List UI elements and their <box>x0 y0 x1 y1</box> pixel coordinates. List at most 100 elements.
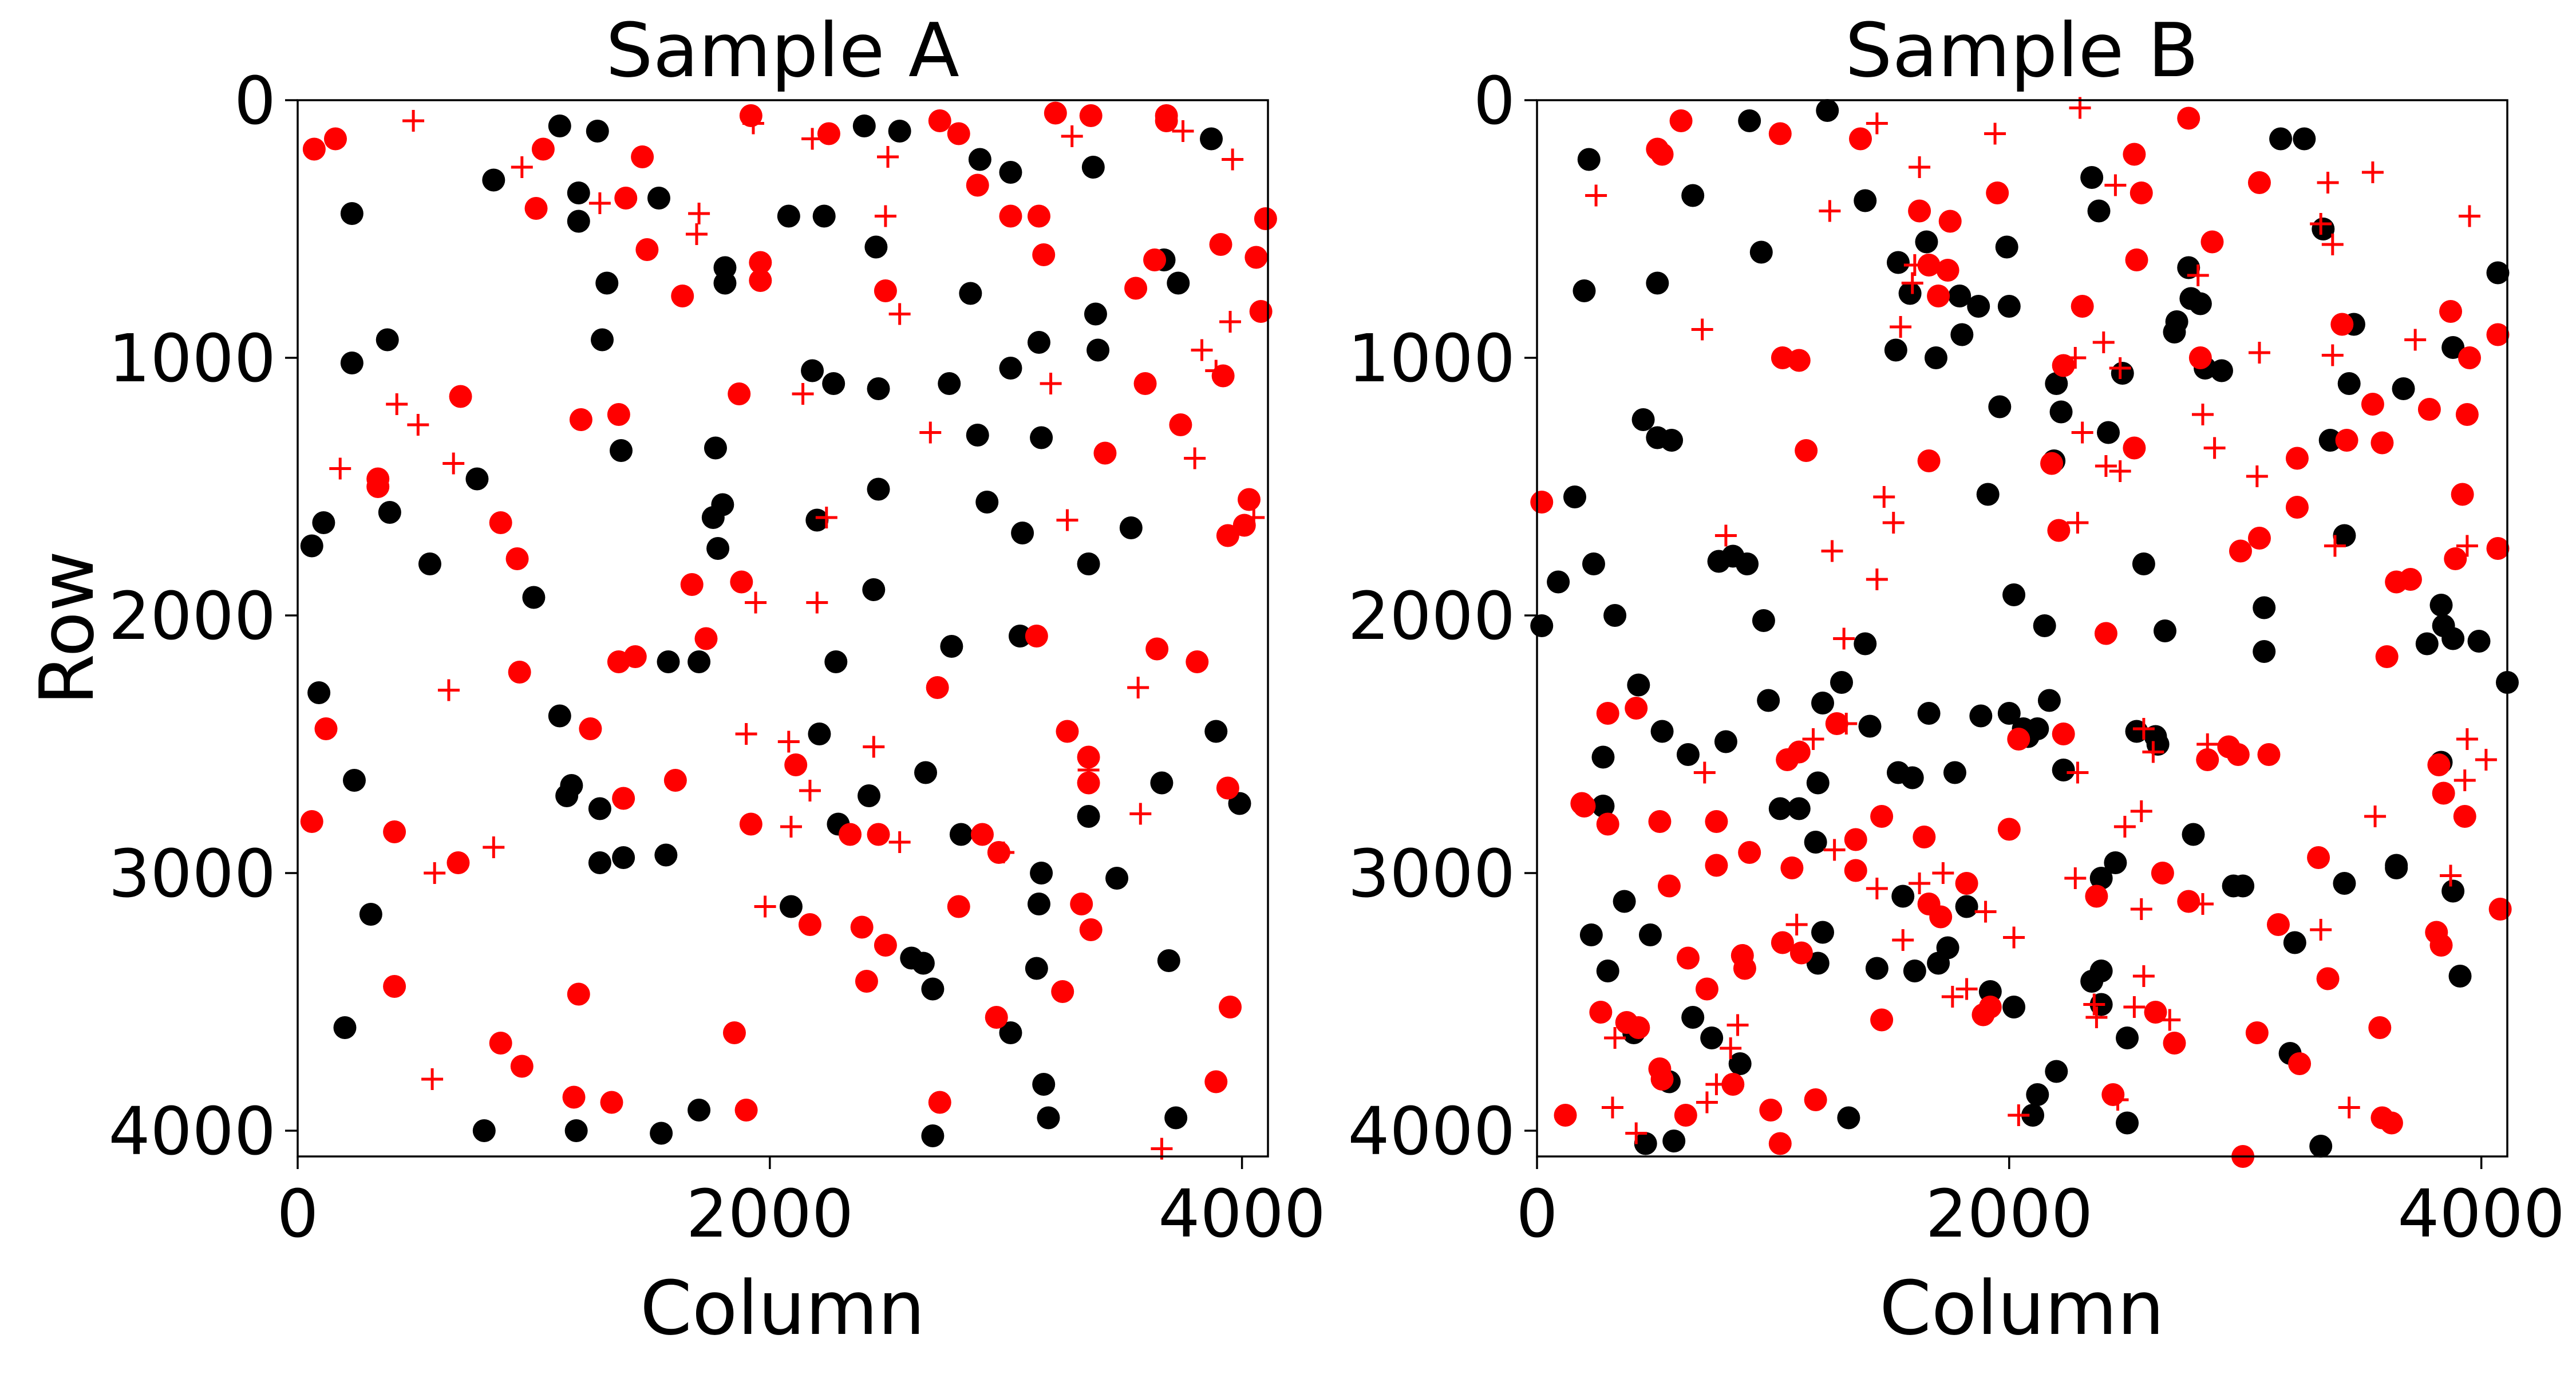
red-point <box>1938 210 1962 233</box>
black-point <box>1898 282 1922 305</box>
black-point <box>1638 923 1662 946</box>
cross-marker <box>1974 901 1997 923</box>
cross-marker <box>2475 749 2497 771</box>
cross-marker <box>1932 862 1954 884</box>
red-point <box>1077 771 1100 795</box>
cross-marker <box>1866 878 1888 899</box>
red-point <box>2335 429 2358 452</box>
cross-marker <box>1726 1014 1749 1036</box>
cross-marker <box>2083 993 2105 1016</box>
black-point <box>610 439 633 462</box>
black-point <box>340 202 364 225</box>
red-point <box>612 787 635 810</box>
red-point <box>614 187 638 210</box>
black-point <box>966 424 989 447</box>
black-point <box>1660 429 1684 452</box>
black-point <box>2253 640 2276 663</box>
y-tick-label: 0 <box>234 63 276 140</box>
black-point <box>1011 522 1034 544</box>
black-point <box>1200 127 1223 151</box>
y-tick-label: 3000 <box>108 836 276 913</box>
black-point <box>1081 156 1105 179</box>
black-point <box>2333 872 2356 895</box>
red-point <box>631 145 654 168</box>
cross-marker <box>1129 803 1152 825</box>
cross-marker <box>1866 112 1888 135</box>
black-point <box>1976 483 2000 506</box>
cross-marker <box>1714 524 1737 547</box>
red-point <box>1768 122 1792 145</box>
black-point <box>1627 673 1650 697</box>
black-point <box>808 722 831 745</box>
red-point <box>1936 259 1959 282</box>
black-point <box>2415 632 2439 656</box>
red-point <box>739 104 762 127</box>
black-point <box>862 578 886 601</box>
red-point <box>2285 496 2309 519</box>
black-point <box>612 846 635 869</box>
black-point <box>2429 594 2453 617</box>
x-tick-label: 4000 <box>2397 1176 2565 1253</box>
red-point <box>2486 537 2510 560</box>
black-point <box>2116 1026 2139 1049</box>
black-point <box>567 210 590 233</box>
black-point <box>1681 184 1705 207</box>
cross-marker <box>2109 357 2131 379</box>
black-point <box>888 120 911 143</box>
red-point <box>730 570 753 594</box>
red-point <box>2129 181 2153 204</box>
cross-marker <box>1056 509 1078 531</box>
black-point <box>999 357 1022 380</box>
cross-marker <box>2064 867 2087 889</box>
cross-marker <box>2459 205 2481 227</box>
black-point <box>647 187 670 210</box>
cross-marker <box>2092 331 2115 353</box>
red-point <box>1124 277 1148 300</box>
black-point <box>2165 310 2188 333</box>
red-point <box>567 982 590 1006</box>
black-point <box>921 1124 945 1147</box>
cross-marker <box>2123 996 2146 1018</box>
black-point <box>858 784 881 807</box>
cross-marker <box>685 223 708 245</box>
black-point <box>586 120 609 143</box>
cross-marker <box>421 1068 444 1090</box>
cross-marker <box>1802 728 1824 750</box>
cross-marker <box>745 591 767 614</box>
cross-marker <box>1585 184 1607 207</box>
red-point <box>1695 977 1718 1001</box>
black-point <box>1150 771 1174 795</box>
red-point <box>1771 931 1794 954</box>
black-point <box>300 534 323 558</box>
red-point <box>1804 1088 1827 1111</box>
black-point <box>1603 604 1627 627</box>
red-point <box>383 820 406 843</box>
y-tick-label: 4000 <box>1348 1093 1515 1170</box>
y-tick-label: 3000 <box>1348 836 1515 913</box>
red-point <box>1730 944 1754 967</box>
black-point <box>1032 1073 1056 1096</box>
black-point <box>312 511 335 534</box>
black-point <box>1891 885 1915 908</box>
black-point <box>482 168 505 192</box>
black-point <box>1806 951 1830 975</box>
points-layer-sample-a <box>300 101 1277 1160</box>
red-point <box>1596 812 1619 836</box>
y-tick-label: 1000 <box>108 321 276 397</box>
black-point <box>2033 614 2056 637</box>
red-point <box>366 475 390 498</box>
black-point <box>2441 627 2465 650</box>
red-point <box>947 122 970 145</box>
black-point <box>1917 702 1941 725</box>
black-point <box>921 977 945 1001</box>
x-axis-label-sample-b: Column <box>1879 1265 2164 1352</box>
black-point <box>1967 295 1990 318</box>
red-point <box>302 137 326 161</box>
red-point <box>2245 1021 2269 1044</box>
cross-marker <box>2338 1096 2360 1119</box>
cross-marker <box>1892 929 1914 951</box>
red-point <box>1669 109 1693 132</box>
chart-title-sample-a: Sample A <box>606 7 959 94</box>
red-point <box>579 717 602 740</box>
